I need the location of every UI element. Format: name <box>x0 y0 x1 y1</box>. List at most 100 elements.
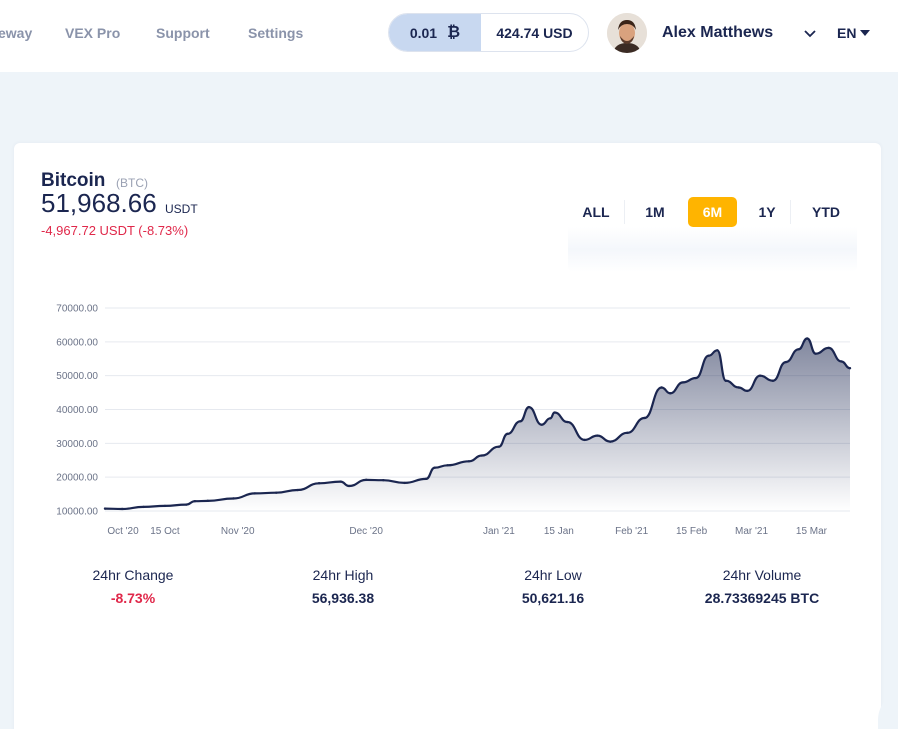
nav-item-support[interactable]: Support <box>156 25 210 41</box>
y-tick-label: 30000.00 <box>56 439 98 450</box>
stat-high-value: 56,936.38 <box>311 590 375 606</box>
data-point <box>553 411 556 414</box>
data-point <box>120 507 124 511</box>
data-point <box>814 352 817 355</box>
data-point <box>163 504 167 508</box>
data-point <box>668 392 672 395</box>
range-divider <box>624 200 625 224</box>
usd-balance: 424.74 USD <box>496 24 573 41</box>
data-point <box>232 497 235 500</box>
data-point <box>364 478 368 482</box>
data-point <box>716 349 719 352</box>
wallet-balance[interactable]: 0.01 ₿ 424.74 USD <box>388 13 589 52</box>
data-point <box>206 499 209 503</box>
range-1y-button[interactable]: 1Y <box>758 204 776 220</box>
top-bar: eway VEX Pro Support Settings 0.01 ₿ 424… <box>0 0 898 72</box>
data-point <box>193 499 197 503</box>
range-all-button[interactable]: ALL <box>582 204 610 220</box>
data-point <box>480 454 483 457</box>
stat-high-label: 24hr High <box>312 567 374 583</box>
y-tick-label: 40000.00 <box>56 405 98 416</box>
data-point <box>681 381 685 384</box>
data-point <box>296 488 299 492</box>
x-tick-label: Nov '20 <box>221 526 255 537</box>
data-point <box>467 460 471 463</box>
data-point <box>540 423 543 426</box>
x-tick-label: 15 Mar <box>796 526 828 537</box>
coin-price: 51,968.66 <box>41 188 157 218</box>
data-point <box>253 492 257 495</box>
data-point <box>596 434 599 437</box>
data-point <box>497 445 501 448</box>
x-tick-label: Feb '21 <box>615 526 648 537</box>
data-point <box>771 379 775 382</box>
avatar[interactable] <box>607 13 647 53</box>
data-point <box>758 374 762 377</box>
nav-item-vex-pro[interactable]: VEX Pro <box>65 25 121 41</box>
user-name[interactable]: Alex Matthews <box>662 24 774 41</box>
data-point <box>737 386 740 389</box>
x-tick-label: Dec '20 <box>349 526 383 537</box>
range-1m-button[interactable]: 1M <box>645 204 665 220</box>
stat-volume-label: 24hr Volume <box>722 567 802 583</box>
x-tick-label: Mar '21 <box>735 526 768 537</box>
y-tick-label: 20000.00 <box>56 473 98 484</box>
data-point <box>797 348 800 351</box>
data-point <box>840 360 843 363</box>
data-point <box>784 360 787 364</box>
btc-balance: 0.01 ₿ <box>389 14 481 51</box>
data-point <box>626 431 629 435</box>
data-point <box>805 337 809 340</box>
stat-volume-value: 28.73369245 BTC <box>704 590 820 606</box>
data-points <box>103 337 852 511</box>
data-point <box>142 505 145 509</box>
data-point <box>433 466 436 469</box>
range-6m-button[interactable]: 6M <box>688 197 737 227</box>
data-point <box>660 386 663 389</box>
data-point <box>317 482 321 485</box>
data-point <box>827 346 830 350</box>
price-unit: USDT <box>165 202 198 216</box>
data-point <box>643 416 646 420</box>
data-point <box>527 405 531 409</box>
x-tick-label: 15 Oct <box>150 526 180 537</box>
data-point <box>424 477 428 481</box>
x-tick-label: Jan '21 <box>483 526 515 537</box>
data-point <box>339 480 342 483</box>
y-axis: 70000.00 60000.00 50000.00 40000.00 30000.00… <box>56 304 98 518</box>
nav-item-settings[interactable]: Settings <box>248 25 304 41</box>
range-divider <box>790 200 791 224</box>
btc-amount: 0.01 <box>409 24 438 41</box>
data-point <box>746 389 749 393</box>
coin-symbol: (BTC) <box>116 176 148 190</box>
y-tick-label: 70000.00 <box>56 304 98 315</box>
stat-change-value: -8.73% <box>110 590 156 606</box>
data-point <box>694 376 698 380</box>
data-point <box>382 479 385 482</box>
data-point <box>446 464 449 467</box>
data-point <box>583 438 586 442</box>
data-point <box>549 417 552 420</box>
data-point <box>609 440 612 443</box>
stat-low-label: 24hr Low <box>524 567 582 583</box>
stat-change-label: 24hr Change <box>92 567 174 583</box>
data-point <box>103 507 107 510</box>
x-tick-label: 15 Jan <box>544 526 574 537</box>
data-point <box>519 420 522 423</box>
y-tick-label: 10000.00 <box>56 507 98 518</box>
data-point <box>275 491 278 494</box>
bitcoin-icon: ₿ <box>447 23 461 41</box>
data-point <box>403 481 406 485</box>
data-point <box>347 484 351 488</box>
coin-name: Bitcoin <box>41 170 106 191</box>
avatar-image <box>607 13 647 53</box>
price-area <box>105 338 850 511</box>
x-tick-label: Oct '20 <box>107 526 139 537</box>
chevron-down-icon[interactable] <box>803 29 817 39</box>
data-point <box>724 379 728 382</box>
language-select[interactable]: EN <box>837 25 871 41</box>
nav-item-gateway[interactable]: eway <box>0 25 33 41</box>
range-ytd-button[interactable]: YTD <box>812 204 840 220</box>
caret-down-icon <box>860 30 871 36</box>
